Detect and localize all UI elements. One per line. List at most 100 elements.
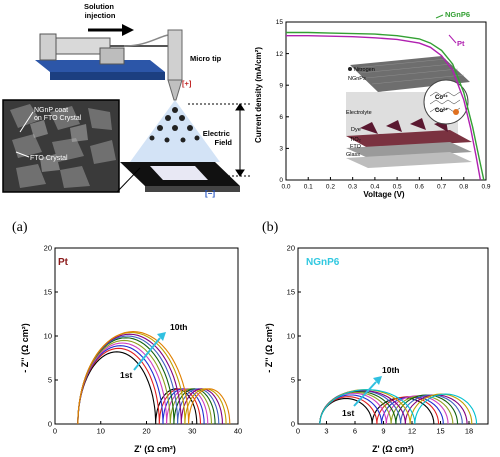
inset-label-electrolyte: Electrolyte [346,110,372,116]
spray-droplets [149,107,200,143]
jv-series-line-ngnp6 [286,31,485,181]
syringe-pump [35,33,170,80]
jv-x-tick-label: 0.3 [348,184,357,191]
jv-x-tick-label: 0.7 [437,184,446,191]
micro-tip-label: Micro tip [190,54,222,63]
jv-curve-chart: Current density (mA/cm²) Voltage (V) Nit… [254,10,491,199]
eis-b-x-tick-label: 12 [408,427,416,436]
jv-x-tick-label: 0.1 [304,184,313,191]
jv-y-tick-label: 0 [279,177,283,184]
sem-coat-line-1: NGnP coat [34,107,68,114]
eis-a-x-axis-label: Z' (Ω cm²) [134,444,176,454]
eis-b-x-tick-label: 6 [353,427,357,436]
eis-a-title: Pt [58,257,69,268]
eis-a-x-tick-label: 0 [53,427,57,436]
electrospray-schematic: Solution injection Micro tip [+] Electri… [2,2,250,198]
eis-a-y-axis-label: - Z'' (Ω cm²) [20,323,30,373]
sem-image-inset [2,99,141,193]
sem-fto-pointer [15,151,30,158]
minus-electrode-label: [−] [205,189,215,198]
panel-label-b: (b) [262,220,279,235]
eis-b-x-tick-label: 3 [324,427,328,436]
sem-coat-pointer [19,111,34,133]
micro-tip [167,29,183,101]
jv-x-tick-label: 0.0 [281,184,290,191]
eis-a-series-curve [77,333,223,425]
injection-line-2: injection [85,11,116,20]
eis-a-y-tick-label: 20 [44,244,52,253]
eis-b-x-tick-label: 0 [296,427,300,436]
eis-a-x-tick-label: 40 [234,427,242,436]
eis-a-progression-arrow [133,337,161,371]
inset-label-ngnps: NGnPs [348,76,366,82]
plus-electrode-label: [+] [182,79,192,88]
eis-a-y-tick-label: 0 [48,420,52,429]
jv-y-tick-label: 6 [279,114,283,121]
eis-b-progression-arrowhead [373,376,382,385]
electric-field-line-1: Electric [203,129,230,138]
dssc-structure-inset [346,56,472,168]
jv-x-tick-label: 0.6 [415,184,424,191]
substrate [120,162,240,192]
jv-y-tick-label: 3 [279,146,283,153]
jv-y-tick-label: 12 [276,51,284,58]
injection-label: Solution injection [84,2,116,20]
jv-series-line-pt [286,35,482,181]
panel-label-a: (a) [12,220,28,235]
inset-label-co3: Co³⁺ [435,94,448,101]
jv-x-tick-label: 0.8 [459,184,468,191]
jv-y-axis-label: Current density (mA/cm²) [254,47,263,143]
jv-legend-pointer [435,14,444,19]
eis-a-x-tick-label: 10 [97,427,105,436]
electric-field-line-2: Field [214,138,232,147]
jv-plot-frame [285,21,487,181]
inset-label-dye: Dye [351,127,361,133]
eis-b-annotation-10th: 10th [382,365,399,375]
eis-a-y-tick-label: 15 [44,288,52,297]
eis-b-y-axis-label: - Z'' (Ω cm²) [264,323,274,373]
eis-a-x-tick-label: 20 [142,427,150,436]
eis-a-annotation-10th: 10th [170,322,187,332]
inset-label-glass: Glass [346,152,360,158]
eis-b-y-tick-label: 15 [287,288,295,297]
sem-coat-line-2: on FTO Crystal [34,115,82,122]
eis-a-y-tick-label: 5 [48,376,52,385]
eis-b-x-tick-label: 18 [465,427,473,436]
sem-coat-label: NGnP coat on FTO Crystal [34,107,82,122]
eis-b-x-axis-label: Z' (Ω cm²) [372,444,414,454]
eis-b-y-tick-label: 20 [287,244,295,253]
eis-a-annotation-1st: 1st [120,370,132,380]
eis-b-y-tick-label: 5 [291,376,295,385]
jv-y-tick-label: 15 [276,19,284,26]
injection-arrow [88,24,134,36]
inset-label-fto: FTO [350,144,362,150]
jv-x-tick-label: 0.9 [481,184,490,191]
jv-x-tick-label: 0.2 [326,184,335,191]
eis-a-series-curve [77,331,231,425]
eis-chart-ngnp6: - Z'' (Ω cm²) Z' (Ω cm²) NGnP6 0 3 6 9 12 15 1… [264,244,489,454]
sem-fto-label: FTO Crystal [30,155,68,162]
eis-a-x-tick-label: 30 [188,427,196,436]
eis-b-title: NGnP6 [306,257,340,268]
eis-a-series-curve [77,331,227,425]
inset-label-co2: Co²⁺ [435,107,448,114]
eis-b-progression-arrow [353,381,377,407]
eis-b-y-tick-label: 10 [287,332,295,341]
jv-x-tick-label: 0.5 [393,184,402,191]
eis-b-annotation-1st: 1st [342,408,354,418]
jv-legend-label: NGnP6 [445,10,470,19]
eis-b-y-tick-label: 0 [291,420,295,429]
injection-line-1: Solution [84,2,114,11]
electric-field-label: Electric Field [203,129,233,147]
eis-b-series-curve [319,389,478,425]
eis-a-y-tick-label: 10 [44,332,52,341]
jv-x-axis-label: Voltage (V) [363,190,405,199]
eis-chart-pt: - Z'' (Ω cm²) Z' (Ω cm²) Pt 0 10 20 30 40 0 5 1… [20,244,242,455]
inset-label-tio2: TiO₂ [350,137,361,143]
jv-y-tick-label: 9 [279,82,283,89]
eis-a-progression-arrowhead [157,332,166,341]
eis-b-x-tick-label: 9 [381,427,385,436]
eis-b-x-tick-label: 15 [436,427,444,436]
jv-legend-label: Pt [457,39,465,48]
inset-label-nitrogen: Nitrogen [354,67,375,73]
